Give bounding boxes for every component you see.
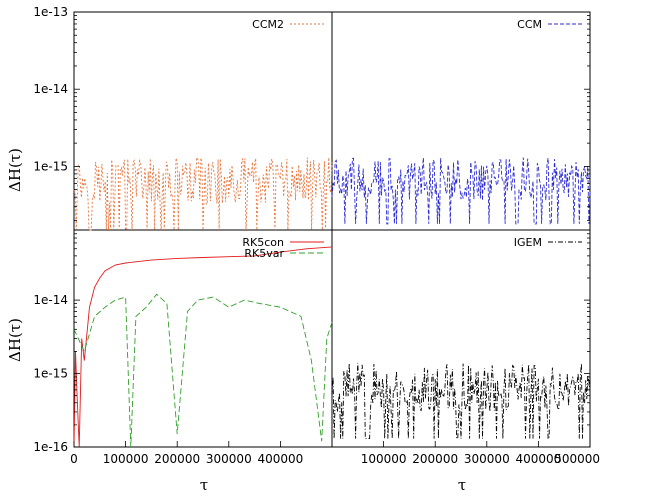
- y-tick-label: 1e-14: [33, 293, 68, 307]
- series-line-rk5con: [73, 246, 333, 448]
- legend-label-igem: IGEM: [514, 236, 542, 249]
- x-axis-label-right: τ: [458, 476, 466, 494]
- y-tick-label: 1e-15: [33, 367, 68, 381]
- panel-frames: [73, 11, 591, 448]
- x-tick-label: 100000: [361, 452, 407, 466]
- y-tick-label: 1e-16: [33, 440, 68, 454]
- x-tick-label: 500000: [554, 452, 600, 466]
- y-tick-label: 1e-15: [33, 159, 68, 173]
- x-tick-label: 100000: [103, 452, 149, 466]
- y-axis-label-bottom: ΔH(τ): [6, 318, 24, 362]
- x-tick-label: 0: [70, 452, 78, 466]
- series-layer: [73, 157, 591, 448]
- x-tick-label: 200000: [412, 452, 458, 466]
- y-axis-label-top: ΔH(τ): [6, 148, 24, 192]
- ticks-layer: 1e-13 1e-14 1e-15 1e-14 1e-15 1e-160 100000 200…: [33, 5, 600, 466]
- x-tick-label: 300000: [206, 452, 252, 466]
- series-line-ccm: [331, 157, 591, 225]
- series-line-rk5var: [73, 293, 333, 448]
- x-axis-label-left: τ: [200, 476, 208, 494]
- x-tick-label: 400000: [257, 452, 303, 466]
- x-tick-label: 200000: [154, 452, 200, 466]
- legend-label-ccm2: CCM2: [252, 18, 284, 31]
- series-line-ccm2: [73, 157, 333, 231]
- series-line-igem: [331, 363, 591, 440]
- legend-label-ccm: CCM: [517, 18, 542, 31]
- legend-label-rk5var: RK5var: [244, 247, 284, 260]
- y-tick-label: 1e-13: [33, 5, 68, 19]
- x-tick-label: 300000: [464, 452, 510, 466]
- x-tick-label: 400000: [515, 452, 561, 466]
- legend-label-rk5con: RK5con: [242, 236, 284, 249]
- y-tick-label: 1e-14: [33, 82, 68, 96]
